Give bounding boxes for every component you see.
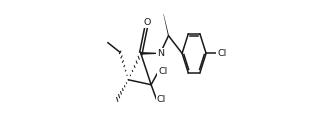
Polygon shape (141, 52, 160, 55)
Text: Cl: Cl (217, 49, 226, 58)
Text: O: O (143, 18, 151, 27)
Polygon shape (163, 14, 169, 36)
Text: Cl: Cl (158, 67, 167, 76)
Text: Cl: Cl (156, 95, 166, 104)
Text: N: N (157, 49, 164, 58)
